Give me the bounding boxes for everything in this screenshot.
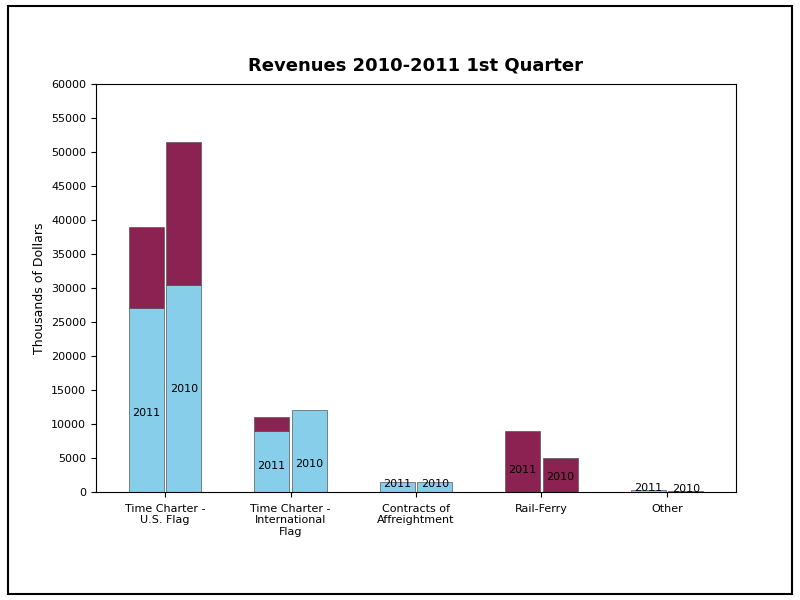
Bar [129, 308, 164, 492]
Y-axis label: Thousands of Dollars: Thousands of Dollars [33, 222, 46, 354]
Text: 2011: 2011 [509, 465, 537, 475]
Text: 2010: 2010 [170, 384, 198, 394]
Text: 2011: 2011 [258, 461, 286, 471]
Text: 2010: 2010 [421, 479, 449, 489]
Bar [292, 410, 327, 492]
Bar [505, 431, 540, 492]
Bar [166, 284, 202, 492]
Text: 2011: 2011 [634, 484, 662, 493]
Bar [129, 227, 164, 308]
Bar [254, 417, 290, 431]
Bar [630, 490, 666, 492]
Text: 2011: 2011 [132, 408, 160, 418]
Bar [418, 482, 452, 492]
Text: 2010: 2010 [546, 472, 574, 482]
Text: 2010: 2010 [672, 484, 700, 494]
Title: Revenues 2010-2011 1st Quarter: Revenues 2010-2011 1st Quarter [249, 56, 583, 74]
Text: 2010: 2010 [295, 459, 323, 469]
Bar [380, 482, 414, 492]
Bar [254, 431, 290, 492]
Bar [542, 458, 578, 492]
Bar [668, 491, 703, 492]
Text: 2011: 2011 [383, 479, 411, 489]
Bar [166, 142, 202, 284]
